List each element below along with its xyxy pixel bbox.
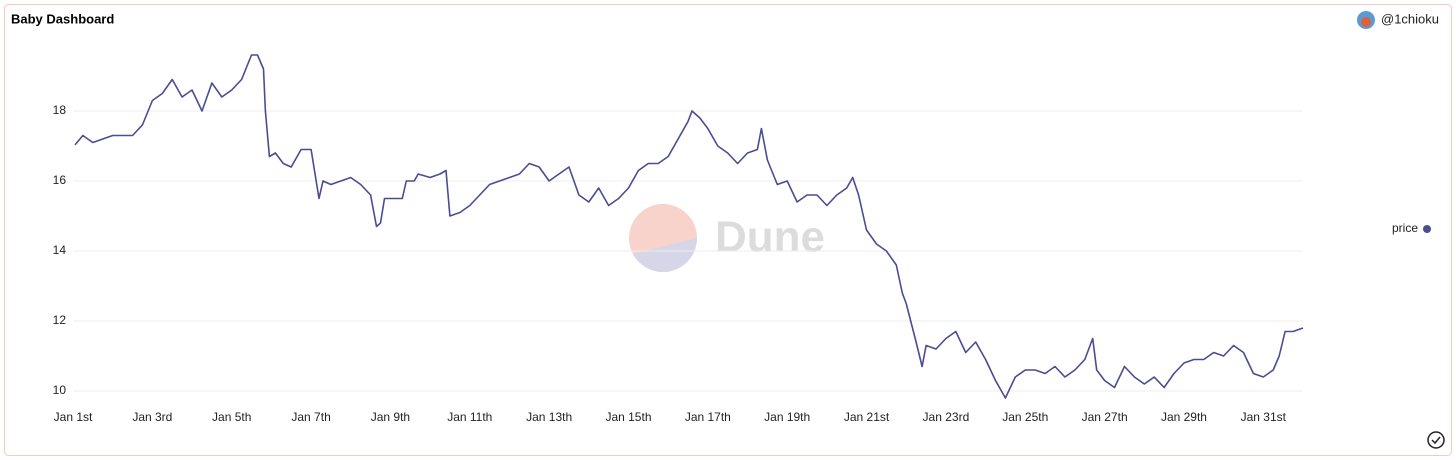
legend-label: price [1392,221,1418,235]
card-frame [4,4,1452,456]
x-tick-label: Jan 21st [844,410,890,424]
check-icon[interactable] [1427,431,1445,449]
x-tick-label: Jan 25th [1002,410,1048,424]
x-tick-label: Jan 17th [685,410,731,424]
y-tick-label: 12 [53,313,67,327]
legend-swatch [1423,225,1431,233]
x-tick-label: Jan 23rd [923,410,970,424]
x-tick-label: Jan 15th [605,410,651,424]
y-tick-label: 14 [53,243,67,257]
watermark [629,204,697,272]
user-handle[interactable]: @1chioku [1381,11,1439,26]
x-tick-label: Jan 11th [447,410,492,424]
x-tick-label: Jan 5th [212,410,251,424]
x-tick-label: Jan 27th [1082,410,1128,424]
price-line [74,54,1304,399]
x-tick-label: Jan 19th [764,410,810,424]
x-tick-label: Jan 13th [526,410,572,424]
x-tick-label: Jan 1st [54,410,93,424]
y-tick-label: 10 [53,383,67,397]
y-tick-label: 16 [53,173,67,187]
watermark-text: Dune [715,213,825,262]
x-tick-label: Jan 9th [371,410,410,424]
chart-title: Baby Dashboard [11,11,114,26]
x-tick-label: Jan 29th [1161,410,1207,424]
x-tick-label: Jan 3rd [132,410,172,424]
x-tick-label: Jan 31st [1241,410,1287,424]
y-tick-label: 18 [53,103,67,117]
x-tick-label: Jan 7th [291,410,330,424]
avatar-detail [1361,17,1371,27]
